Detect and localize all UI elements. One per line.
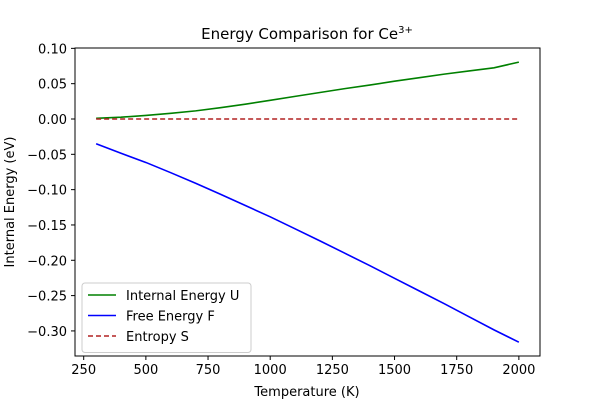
y-tick-label: 0.00 [38,113,67,128]
y-tick-label: 0.05 [38,78,67,93]
y-tick-label: −0.25 [27,290,67,305]
series-line-1 [96,61,520,120]
y-axis: 0.10 0.05 0.00 −0.05 −0.10 −0.15 −0.20 −0.25 −0.… [27,42,75,340]
y-tick-label: −0.30 [27,325,67,340]
y-axis-title: Internal Energy (eV) [3,137,18,268]
y-tick-label: −0.10 [27,184,67,199]
y-tick-label: −0.20 [27,254,67,269]
y-tick-label: 0.10 [38,42,67,57]
legend-box [81,282,252,353]
x-tick-label: 750 [196,363,221,378]
y-tick-label: −0.05 [27,148,67,163]
series-layer [95,61,520,343]
chart-title-superscript: 3+ [398,25,413,36]
plot-frame [74,47,541,357]
legend-label-1: Internal Energy U [126,289,239,304]
legend: Internal Energy U Free Energy F Entropy S [81,282,252,353]
series-line-2 [95,142,520,343]
legend-label-3: Entropy S [126,330,189,345]
x-axis: 250 500 750 1000 1250 1500 1750 2000 [71,356,535,378]
x-tick-label: 500 [133,363,158,378]
y-tick-label: −0.15 [27,219,67,234]
x-tick-label: 1500 [378,363,411,378]
x-tick-label: 1000 [254,363,287,378]
chart-title-main: Energy Comparison for Ce [201,25,398,43]
x-tick-label: 1750 [440,363,473,378]
chart-title: Energy Comparison for Ce3+ [201,25,413,43]
x-tick-label: 250 [71,363,96,378]
x-axis-title: Temperature (K) [253,385,359,400]
x-tick-label: 2000 [502,363,535,378]
legend-label-2: Free Energy F [126,310,215,325]
x-tick-label: 1250 [316,363,349,378]
